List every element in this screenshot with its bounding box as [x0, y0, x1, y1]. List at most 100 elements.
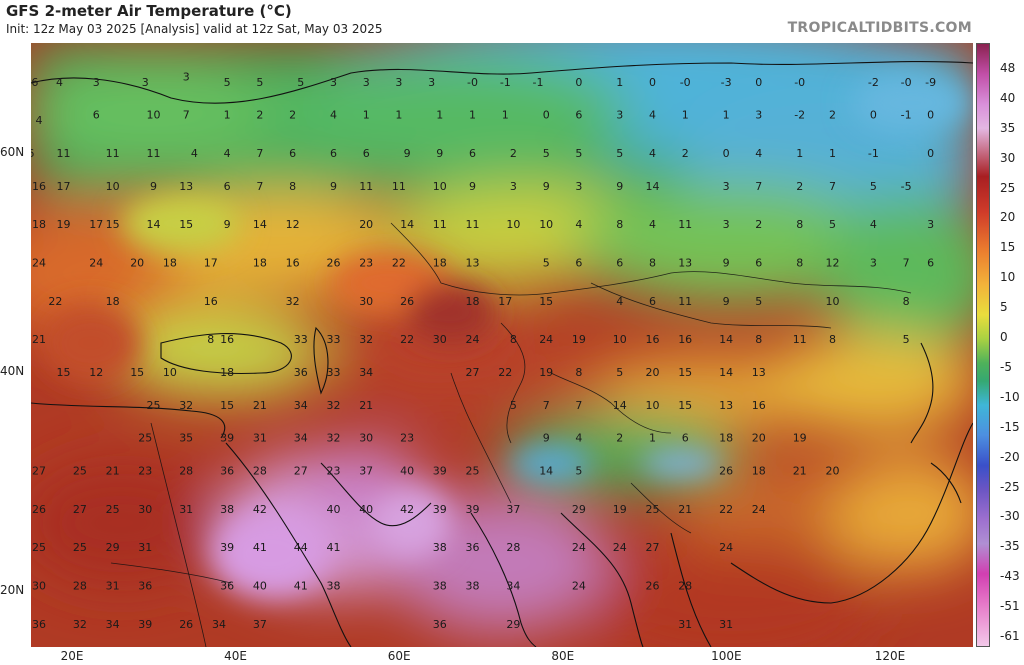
- temperature-value: 23: [400, 432, 414, 445]
- temperature-value: 0: [927, 109, 934, 122]
- temperature-value: 26: [646, 580, 660, 593]
- temperature-value: 0: [649, 76, 656, 89]
- temperature-value: 13: [466, 257, 480, 270]
- temperature-value: 32: [327, 399, 341, 412]
- temperature-value: 8: [510, 333, 517, 346]
- temperature-value: 26: [179, 618, 193, 631]
- temperature-value: 3: [142, 76, 149, 89]
- temperature-value: 1: [682, 109, 689, 122]
- temperature-value: 10: [826, 295, 840, 308]
- temperature-value: 27: [466, 366, 480, 379]
- temperature-value: 5: [510, 399, 517, 412]
- temperature-value: 30: [359, 295, 373, 308]
- temperature-value: 38: [220, 503, 234, 516]
- temperature-value: 31: [253, 432, 267, 445]
- lat-label: 20N: [0, 583, 25, 597]
- temperature-value: 0: [543, 109, 550, 122]
- colorbar-tick-label: 48: [1000, 61, 1016, 75]
- temperature-value: 13: [678, 257, 692, 270]
- temperature-detail: [41, 73, 971, 598]
- temperature-value: 10: [147, 109, 161, 122]
- temperature-value: 9: [436, 147, 443, 160]
- temperature-value: 30: [433, 333, 447, 346]
- temperature-value: 9: [224, 218, 231, 231]
- temperature-value: 5: [903, 333, 910, 346]
- colorbar-tick-label: -15: [1000, 419, 1020, 434]
- temperature-value: 38: [327, 580, 341, 593]
- temperature-value: -9: [925, 76, 936, 89]
- coastlines: [31, 61, 973, 647]
- temperature-value: 6: [93, 109, 100, 122]
- temperature-value: 34: [506, 580, 520, 593]
- brand-watermark[interactable]: TROPICALTIDBITS.COM: [787, 20, 972, 36]
- temperature-value: 24: [719, 541, 733, 554]
- temperature-value: 14: [400, 218, 414, 231]
- temperature-value: 18: [752, 465, 766, 478]
- temperature-value: 18: [220, 366, 234, 379]
- temperature-value: 8: [903, 295, 910, 308]
- temperature-value: -2: [868, 76, 879, 89]
- temperature-value: 8: [755, 333, 762, 346]
- temperature-value: 4: [649, 109, 656, 122]
- temperature-value: -0: [794, 76, 805, 89]
- init-valid-subtitle: Init: 12z May 03 2025 [Analysis] valid a…: [6, 22, 383, 36]
- lon-label: 40E: [224, 649, 248, 663]
- temperature-value: 5: [616, 147, 623, 160]
- temperature-value: 3: [755, 109, 762, 122]
- temperature-value: 11: [433, 218, 447, 231]
- temperature-value: 18: [106, 295, 120, 308]
- temperature-value: 5: [616, 366, 623, 379]
- temperature-value: 0: [575, 76, 582, 89]
- temperature-value: 38: [466, 580, 480, 593]
- temperature-value: 8: [796, 257, 803, 270]
- temperature-value: 40: [400, 465, 414, 478]
- temperature-values: 643335553333-0-1-1010-0-30-0-2-0-9346107…: [31, 70, 936, 630]
- temperature-value: 19: [572, 333, 586, 346]
- temperature-value: 27: [294, 465, 308, 478]
- colorbar: [976, 43, 990, 647]
- lon-label: 80E: [551, 649, 575, 663]
- colorbar-tick-label: 0: [1000, 330, 1008, 345]
- temperature-value: 15: [106, 218, 120, 231]
- temperature-value: 4: [870, 218, 877, 231]
- temperature-value: 0: [870, 109, 877, 122]
- temperature-value: 36: [466, 541, 480, 554]
- temperature-value: 9: [150, 180, 157, 193]
- temperature-value: 4: [330, 109, 337, 122]
- temperature-value: 26: [32, 503, 46, 516]
- temperature-value: 22: [400, 333, 414, 346]
- temperature-value: 7: [256, 147, 263, 160]
- temperature-value: 18: [433, 257, 447, 270]
- temperature-value: 34: [212, 618, 226, 631]
- temperature-value: 8: [649, 257, 656, 270]
- temperature-value: 34: [359, 366, 373, 379]
- temperature-value: 22: [48, 295, 62, 308]
- lat-label: 40N: [0, 364, 25, 378]
- temperature-value: 5: [297, 76, 304, 89]
- temperature-value: -1: [533, 76, 544, 89]
- temperature-value: 10: [613, 333, 627, 346]
- temperature-value: 0: [723, 147, 730, 160]
- temperature-value: 24: [539, 333, 553, 346]
- temperature-value: 29: [572, 503, 586, 516]
- temperature-value: 40: [359, 503, 373, 516]
- colorbar-tick-label: 10: [1000, 270, 1016, 285]
- temperature-value: 38: [433, 541, 447, 554]
- temperature-value: 3: [616, 109, 623, 122]
- temperature-value: 31: [179, 503, 193, 516]
- temperature-value: 22: [719, 503, 733, 516]
- temperature-value: 12: [89, 366, 103, 379]
- temperature-value: 7: [829, 180, 836, 193]
- colorbar-tick-label: -35: [1000, 539, 1020, 554]
- temperature-value: 32: [327, 432, 341, 445]
- temperature-value: 1: [616, 76, 623, 89]
- temperature-value: 30: [32, 580, 46, 593]
- temperature-value: 9: [469, 180, 476, 193]
- temperature-value: -1: [868, 147, 879, 160]
- temperature-value: 21: [32, 333, 46, 346]
- temperature-value: 5: [870, 180, 877, 193]
- temperature-value: 11: [678, 295, 692, 308]
- temperature-value: 36: [220, 580, 234, 593]
- colorbar-tick-label: -61: [1000, 629, 1020, 643]
- temperature-value: 18: [32, 218, 46, 231]
